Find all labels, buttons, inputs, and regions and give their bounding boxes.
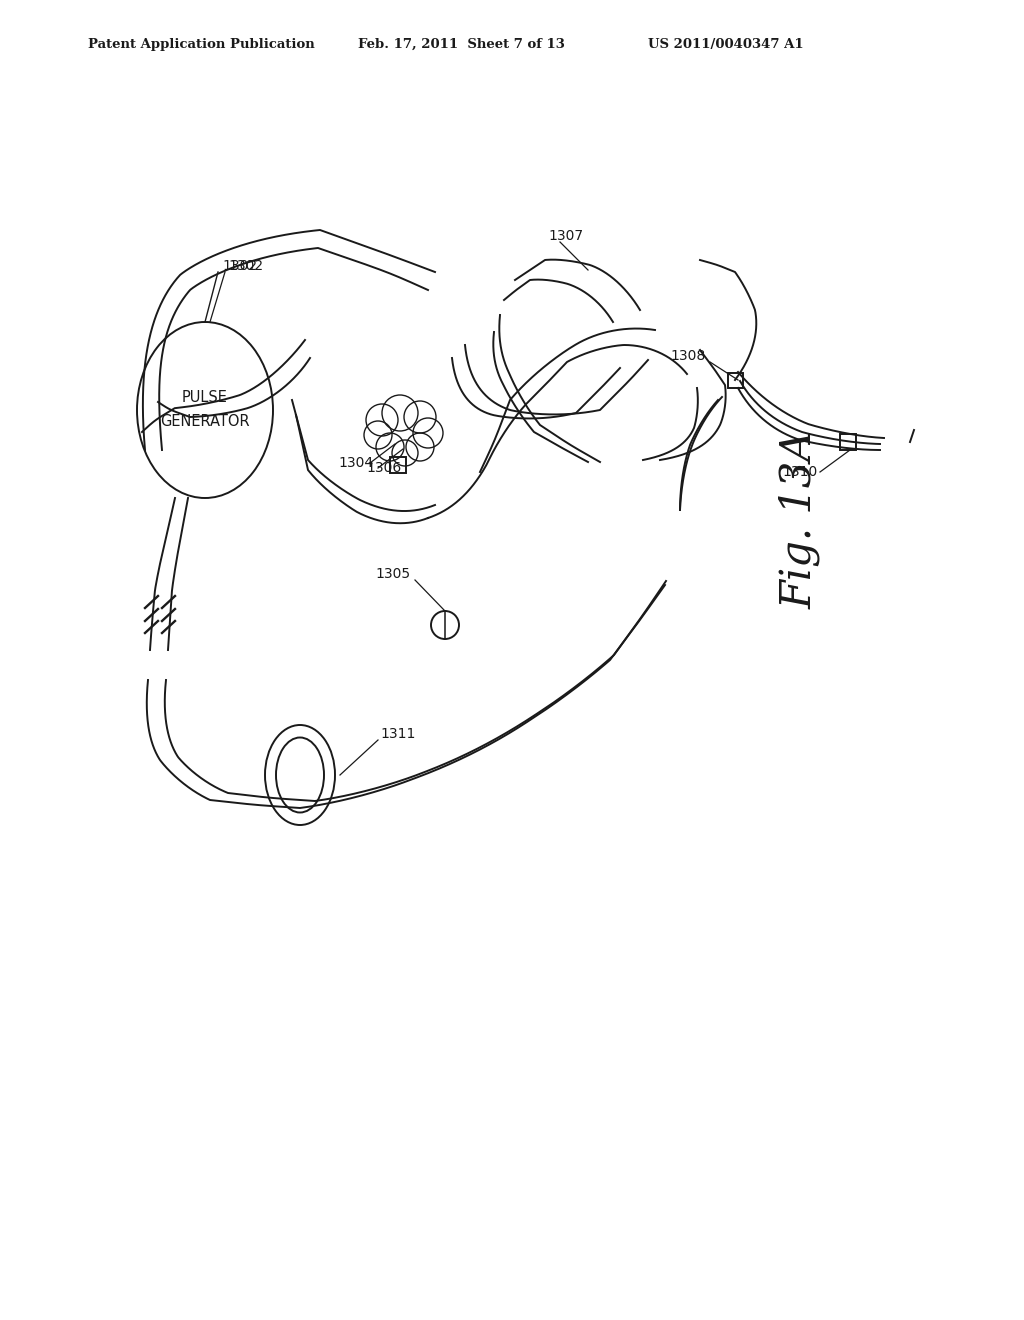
Bar	[390, 457, 406, 473]
Bar	[727, 372, 742, 388]
Text: 1302: 1302	[222, 259, 257, 273]
Text: Fig. 13A: Fig. 13A	[779, 430, 821, 610]
Text: 1306: 1306	[366, 461, 401, 475]
Text: 1307: 1307	[548, 228, 583, 243]
Text: PULSE: PULSE	[182, 391, 228, 405]
Text: 1302: 1302	[228, 259, 263, 273]
Text: 1310: 1310	[782, 465, 817, 479]
Text: Patent Application Publication: Patent Application Publication	[88, 38, 314, 51]
Text: 1305: 1305	[375, 568, 411, 581]
Text: GENERATOR: GENERATOR	[160, 414, 250, 429]
Text: 1311: 1311	[380, 727, 416, 741]
Text: US 2011/0040347 A1: US 2011/0040347 A1	[648, 38, 804, 51]
Text: 1308: 1308	[670, 348, 706, 363]
Text: Feb. 17, 2011  Sheet 7 of 13: Feb. 17, 2011 Sheet 7 of 13	[358, 38, 565, 51]
Bar	[840, 434, 856, 450]
Text: 1304: 1304	[338, 455, 373, 470]
